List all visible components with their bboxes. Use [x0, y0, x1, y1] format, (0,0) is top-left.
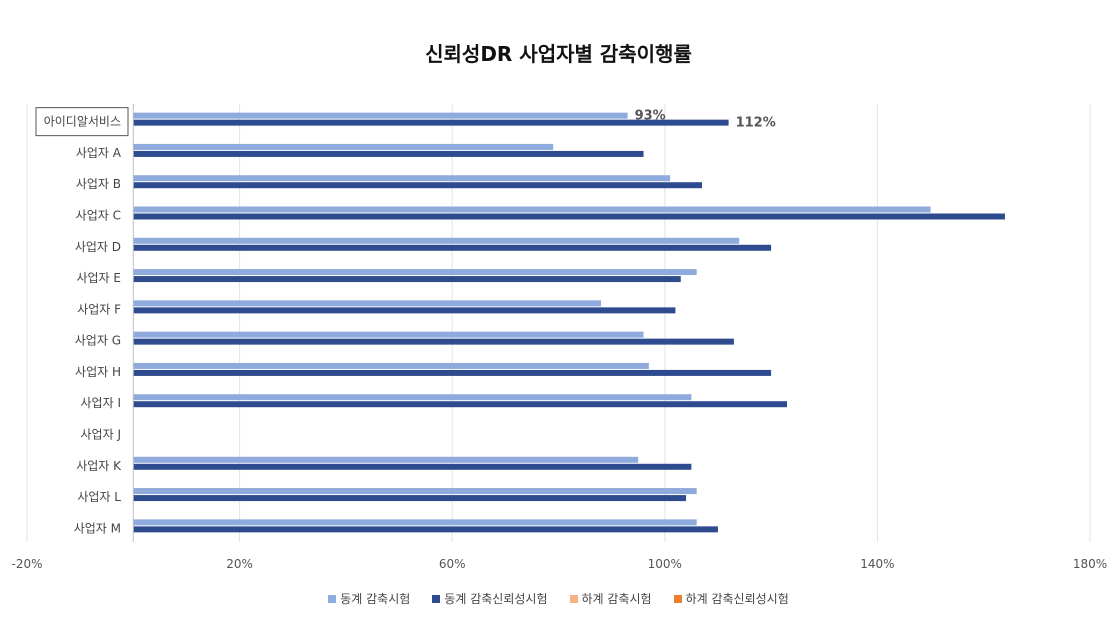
bar: [133, 456, 639, 463]
legend-swatch: [569, 594, 578, 603]
legend-item: 동계 감축신뢰성시험: [432, 590, 548, 607]
bar: [133, 519, 697, 526]
category-label: 사업자 B: [76, 177, 121, 191]
x-tick-label: -20%: [11, 557, 42, 571]
bar: [133, 276, 681, 283]
bar: [133, 307, 676, 314]
category-label: 사업자 I: [81, 396, 121, 410]
bar: [133, 112, 628, 119]
legend-item: 하계 감축시험: [569, 590, 652, 607]
bar: [133, 463, 692, 470]
category-label: 사업자 A: [76, 146, 122, 160]
legend-label: 하계 감축신뢰성시험: [685, 592, 789, 606]
bar: [133, 362, 649, 369]
category-label: 사업자 C: [76, 209, 121, 223]
bars: [133, 112, 1005, 533]
x-tick-label: 100%: [648, 557, 682, 571]
legend-swatch: [673, 594, 682, 603]
data-label: 93%: [635, 109, 666, 124]
bar: [133, 213, 1005, 220]
category-label: 사업자 D: [75, 240, 121, 254]
bar: [133, 143, 554, 150]
gridlines: [26, 104, 1091, 542]
bar: [133, 269, 697, 276]
legend-item: 동계 감축시험: [328, 590, 410, 607]
category-label: 사업자 F: [77, 302, 121, 316]
bar: [133, 488, 697, 495]
x-tick-label: 60%: [439, 557, 466, 571]
bar: [133, 206, 931, 213]
bar: [133, 338, 734, 345]
bar: [133, 401, 788, 408]
legend: 동계 감축시험 동계 감축신뢰성시험 하계 감축시험 하계 감축신뢰성시험: [0, 590, 1117, 607]
category-label: 사업자 H: [75, 365, 121, 379]
bar: [133, 526, 718, 533]
category-label: 사업자 M: [74, 521, 121, 535]
bar: [133, 237, 740, 244]
bar: [133, 182, 703, 189]
category-label: 사업자 G: [75, 334, 121, 348]
highlighted-category-box: [35, 107, 129, 137]
bar: [133, 150, 644, 157]
bar: [133, 495, 687, 502]
legend-label: 동계 감축신뢰성시험: [444, 592, 548, 606]
bar: [133, 331, 644, 338]
data-label: 112%: [736, 116, 776, 131]
bar: [133, 244, 772, 251]
legend-label: 하계 감축시험: [581, 592, 652, 606]
category-label: 사업자 L: [77, 490, 121, 504]
category-label: 사업자 J: [81, 428, 121, 442]
category-label: 아이디알서비스: [44, 115, 121, 129]
bar: [133, 175, 671, 182]
x-tick-label: 20%: [226, 557, 253, 571]
category-label: 사업자 K: [76, 459, 122, 473]
chart-title: 신뢰성DR 사업자별 감축이행률: [425, 42, 692, 66]
category-label: 사업자 E: [76, 271, 121, 285]
bar: [133, 394, 692, 401]
legend-item: 하계 감축신뢰성시험: [673, 590, 789, 607]
bar: [133, 369, 772, 376]
legend-swatch: [432, 594, 441, 603]
legend-label: 동계 감축시험: [340, 592, 411, 606]
legend-swatch: [328, 594, 337, 603]
bar: [133, 300, 602, 307]
bar: [133, 119, 729, 126]
x-tick-label: 180%: [1073, 557, 1107, 571]
x-tick-label: 140%: [860, 557, 894, 571]
